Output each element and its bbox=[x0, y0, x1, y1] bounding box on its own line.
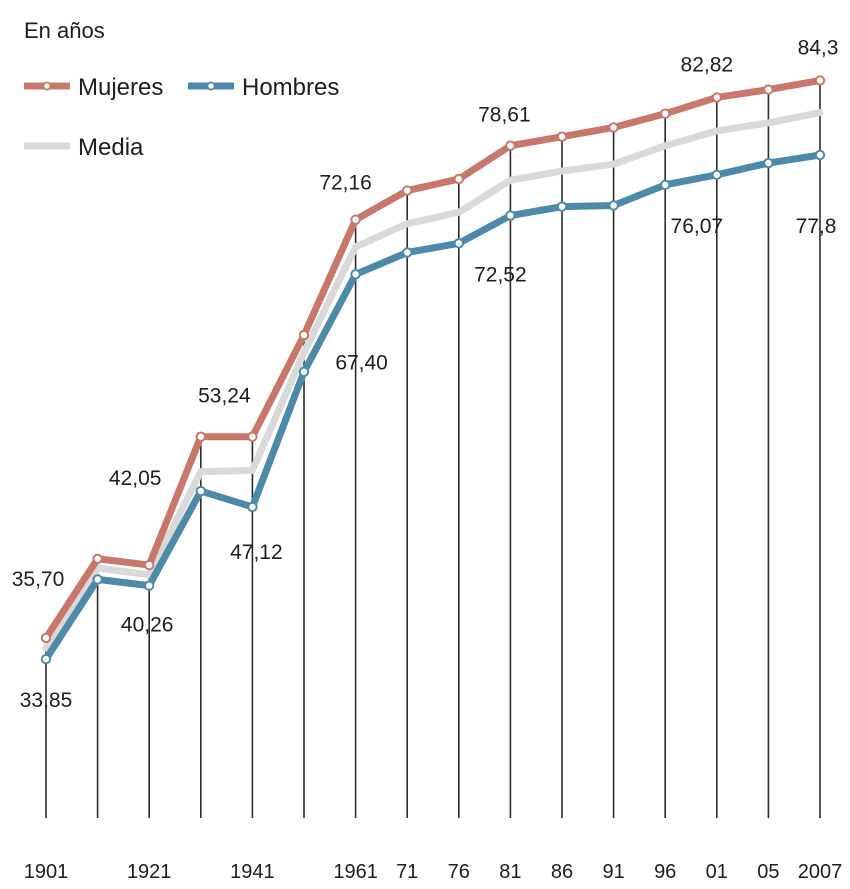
legend-marker bbox=[42, 81, 52, 91]
data-label: 78,61 bbox=[478, 104, 531, 127]
data-label: 72,16 bbox=[319, 172, 372, 195]
x-tick-label: 91 bbox=[602, 861, 624, 883]
data-point bbox=[711, 169, 722, 181]
series-lines bbox=[40, 75, 826, 665]
data-point bbox=[40, 632, 52, 644]
x-tick-label: 86 bbox=[551, 861, 573, 883]
x-tick-label: 71 bbox=[396, 861, 418, 883]
data-label: 84,3 bbox=[798, 36, 839, 59]
data-label: 53,24 bbox=[198, 385, 251, 408]
data-point bbox=[505, 210, 516, 221]
legend-item-hombres: Hombres bbox=[188, 74, 339, 101]
data-point bbox=[711, 92, 722, 103]
data-label: 72,52 bbox=[474, 264, 527, 287]
data-point bbox=[814, 149, 826, 161]
data-point bbox=[402, 185, 413, 196]
data-point bbox=[608, 200, 619, 211]
series-mujeres bbox=[40, 75, 826, 644]
data-point bbox=[608, 122, 619, 133]
data-label: 76,07 bbox=[671, 215, 724, 238]
x-tick-label: 96 bbox=[654, 861, 676, 883]
data-point bbox=[660, 108, 671, 119]
legend-label: Media bbox=[78, 134, 144, 161]
data-point bbox=[763, 84, 774, 95]
x-tick-label: 76 bbox=[448, 861, 470, 883]
x-tick-label: 05 bbox=[757, 861, 779, 883]
unit-label: En años bbox=[24, 18, 105, 43]
legend-marker bbox=[206, 81, 216, 91]
legend: Mujeres Hombres Media bbox=[24, 74, 339, 161]
x-tick-label: 1961 bbox=[333, 861, 378, 883]
x-tick-label: 81 bbox=[499, 861, 521, 883]
data-point bbox=[660, 179, 671, 191]
legend-item-media: Media bbox=[24, 134, 144, 161]
series-line-hombres bbox=[42, 151, 824, 663]
data-point bbox=[144, 559, 155, 571]
data-point bbox=[556, 201, 568, 212]
data-point bbox=[350, 269, 361, 280]
data-point bbox=[350, 214, 361, 225]
x-tick-label: 1901 bbox=[24, 861, 69, 883]
x-tick-label: 01 bbox=[706, 861, 728, 883]
data-point bbox=[763, 157, 774, 169]
data-point bbox=[505, 140, 516, 151]
data-point bbox=[195, 431, 207, 442]
data-point bbox=[247, 431, 258, 442]
data-point bbox=[298, 366, 310, 377]
data-point bbox=[144, 580, 155, 591]
data-label: 40,26 bbox=[121, 614, 174, 637]
x-tick-label: 1921 bbox=[127, 861, 172, 883]
data-point bbox=[556, 131, 568, 142]
legend-label: Mujeres bbox=[78, 74, 163, 101]
data-label: 67,40 bbox=[335, 351, 388, 374]
series-media bbox=[42, 109, 824, 652]
data-point bbox=[195, 485, 207, 497]
data-point bbox=[402, 247, 413, 258]
series-line-media bbox=[42, 109, 824, 652]
series-line-mujeres bbox=[42, 76, 824, 642]
data-label: 82,82 bbox=[681, 53, 734, 76]
data-labels: 35,70 33,85 42,05 40,26 53,24 47,12 72,16 67,40… bbox=[12, 36, 839, 712]
data-label: 33,85 bbox=[20, 689, 73, 712]
series-hombres bbox=[40, 149, 826, 665]
data-label: 42,05 bbox=[109, 467, 162, 490]
data-label: 47,12 bbox=[230, 541, 283, 564]
data-point bbox=[92, 574, 103, 585]
x-tick-label: 1941 bbox=[230, 861, 275, 883]
data-point bbox=[92, 553, 103, 564]
data-label: 77,8 bbox=[796, 215, 837, 238]
data-point bbox=[453, 173, 464, 185]
data-label: 35,70 bbox=[12, 568, 65, 591]
data-point bbox=[40, 653, 52, 665]
data-point bbox=[298, 329, 310, 341]
x-axis: 1901 1921 1941 1961 71 76 81 86 91 96 01 05 2007 bbox=[24, 861, 843, 883]
x-tick-label: 2007 bbox=[798, 861, 843, 883]
vertical-gridlines bbox=[45, 80, 821, 818]
data-point bbox=[453, 238, 464, 249]
legend-item-mujeres: Mujeres bbox=[24, 74, 163, 101]
data-point bbox=[814, 75, 826, 86]
legend-label: Hombres bbox=[242, 74, 339, 101]
data-point bbox=[247, 501, 258, 513]
